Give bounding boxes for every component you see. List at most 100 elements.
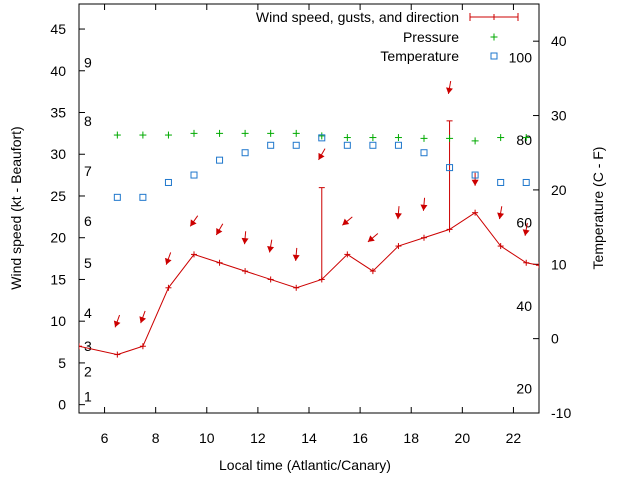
- y-tick-label-left: 35: [50, 105, 66, 121]
- temperature-point: [471, 171, 479, 179]
- wind-direction-head: [420, 204, 428, 211]
- y-axis-title-right: Temperature (C - F): [590, 147, 606, 270]
- pressure-point: [446, 134, 454, 142]
- wind-speed-point: [369, 268, 376, 275]
- wind-speed-point: [497, 243, 504, 250]
- pressure-point: [522, 134, 530, 142]
- x-tick-labels: 6 8 10 12 14 16 18 20 22: [101, 430, 522, 446]
- wind-speed-point: [139, 343, 146, 350]
- wind-direction-arrow: [471, 172, 479, 186]
- wind-direction-head: [164, 257, 172, 265]
- legend-swatch-square: [490, 52, 498, 60]
- wind-direction-arrow: [394, 206, 402, 220]
- wind-direction-head: [342, 218, 350, 226]
- wind-direction-arrow: [497, 206, 505, 220]
- wind-direction-head: [190, 219, 197, 227]
- wind-direction-head: [367, 235, 375, 242]
- temperature-point: [113, 193, 121, 201]
- legend-label: Pressure: [403, 29, 459, 45]
- series-layer: [79, 80, 539, 358]
- x-tick-label: 22: [506, 430, 522, 446]
- wind-direction-head: [318, 152, 325, 160]
- x-tick-label: 6: [101, 430, 109, 446]
- wind-direction-head: [113, 320, 121, 328]
- pressure-point: [420, 134, 428, 142]
- pressure-point: [113, 131, 121, 139]
- x-tick-label: 10: [199, 430, 215, 446]
- y-tick-label-right: 40: [551, 33, 567, 49]
- y-tick-labels-left: 0 5 10 15 20 25 30 35 40 45: [50, 21, 66, 413]
- temperature-point: [267, 141, 275, 149]
- temperature-point: [394, 141, 402, 149]
- fahrenheit-label: 80: [516, 132, 532, 148]
- wind-direction-head: [139, 316, 147, 324]
- pressure-point: [267, 129, 275, 137]
- wind-direction-head: [216, 228, 223, 235]
- beaufort-label: 4: [84, 305, 92, 321]
- temperature-point: [420, 149, 428, 157]
- wind-speed-point: [191, 251, 197, 258]
- fahrenheit-labels: 20 40 60 80 100: [509, 50, 533, 397]
- beaufort-labels: 1 2 3 4 5 6 7 8 9: [84, 54, 92, 404]
- wind-speed-line: [79, 212, 539, 356]
- pressure-point: [394, 134, 402, 142]
- wind-direction-arrow: [342, 216, 353, 226]
- pressure-point: [471, 137, 479, 145]
- wind-direction-arrow: [139, 310, 147, 324]
- temperature-point: [292, 141, 300, 149]
- y-tick-label-left: 20: [50, 230, 66, 246]
- y-tick-label-left: 40: [50, 63, 66, 79]
- y-tick-label-right: 0: [551, 331, 559, 347]
- temperature-point: [216, 156, 224, 164]
- temperature-point: [522, 178, 530, 186]
- pressure-point: [216, 129, 224, 137]
- wind-direction-head: [241, 237, 249, 245]
- y-axis-title-left: Wind speed (kt - Beaufort): [8, 126, 24, 289]
- x-tick-label: 14: [301, 430, 317, 446]
- wind-direction-arrow: [446, 80, 453, 94]
- wind-speed-point: [395, 243, 402, 250]
- wind-direction-head: [394, 212, 402, 220]
- y-tick-label-left: 10: [50, 313, 66, 329]
- wind-direction-head: [267, 245, 275, 253]
- pressure-point: [139, 131, 147, 139]
- wind-direction-head: [446, 87, 453, 94]
- temperature-point: [497, 178, 505, 186]
- wind-speed-point: [344, 251, 351, 258]
- pressure-point: [343, 134, 351, 142]
- temperature-point: [343, 141, 351, 149]
- pressure-point: [318, 132, 326, 140]
- wind-direction-arrow: [113, 314, 121, 328]
- fahrenheit-label: 40: [516, 298, 532, 314]
- wind-speed-point: [242, 268, 249, 275]
- wind-speed-point: [472, 209, 479, 216]
- x-tick-label: 8: [152, 430, 160, 446]
- y-tick-label-left: 25: [50, 188, 66, 204]
- temperature-point: [446, 164, 454, 172]
- wind-direction-arrow: [164, 252, 172, 265]
- beaufort-label: 9: [84, 54, 92, 70]
- pressure-point: [497, 134, 505, 142]
- y-tick-label-right: 20: [551, 182, 567, 198]
- wind-direction-arrow: [267, 239, 275, 253]
- temperature-point: [369, 141, 377, 149]
- x-axis-title: Local time (Atlantic/Canary): [219, 457, 391, 473]
- y-tick-label-left: 30: [50, 146, 66, 162]
- legend-label: Temperature: [380, 48, 459, 64]
- wind-direction-arrow: [367, 233, 379, 243]
- fahrenheit-label: 60: [516, 215, 532, 231]
- x-tick-label: 20: [455, 430, 471, 446]
- legend: Wind speed, gusts, and direction Pressure…: [256, 9, 519, 64]
- y-tick-label-right: 10: [551, 256, 567, 272]
- wind-direction-arrow: [292, 247, 300, 261]
- pressure-point: [241, 129, 249, 137]
- wind-direction-head: [497, 212, 505, 220]
- wind-speed-point: [421, 234, 427, 241]
- x-tick-label: 18: [403, 430, 419, 446]
- wind-speed-point: [216, 259, 223, 266]
- y-tick-label-left: 45: [50, 21, 66, 37]
- gust-bar: [318, 187, 325, 280]
- legend-label: Wind speed, gusts, and direction: [256, 9, 459, 25]
- wind-speed-point: [114, 351, 121, 358]
- x-tick-label: 12: [250, 430, 266, 446]
